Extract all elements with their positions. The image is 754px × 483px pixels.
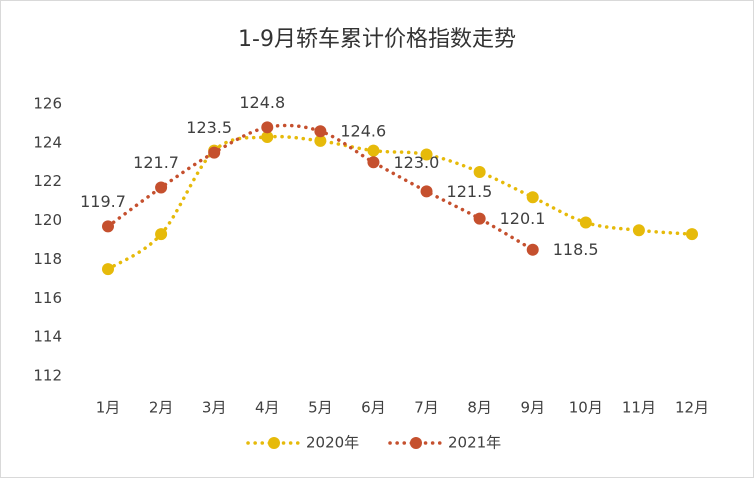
data-point [261,131,274,144]
y-tick-label: 122 [33,172,62,190]
y-tick-label: 114 [33,328,62,346]
data-point [420,148,433,161]
y-tick-label: 126 [33,95,62,113]
data-label: 124.6 [340,122,386,141]
data-label: 118.5 [553,240,599,259]
y-tick-label: 112 [33,367,62,385]
x-tick-label: 4月 [255,399,280,417]
data-label: 123.0 [393,153,439,172]
y-tick-label: 120 [33,211,62,229]
data-point [579,216,592,229]
data-point [367,156,380,169]
data-point [473,212,486,225]
data-point [420,185,433,198]
x-tick-label: 10月 [569,399,603,417]
data-point [314,134,327,147]
data-point [208,146,221,159]
x-tick-label: 3月 [202,399,227,417]
data-point [526,243,539,256]
y-tick-label: 124 [33,133,62,151]
x-tick-label: 2月 [149,399,174,417]
data-point [526,191,539,204]
data-point [686,228,698,241]
chart-title: 1-9月轿车累计价格指数走势 [238,27,516,52]
data-point [632,224,645,237]
data-point [367,144,380,157]
data-label: 123.5 [186,118,232,137]
data-point [473,166,486,178]
data-label: 124.8 [239,93,285,112]
x-tick-label: 8月 [467,399,492,417]
legend-label: 2021年 [448,434,501,452]
legend-swatch-marker [410,437,422,449]
x-tick-label: 6月 [361,399,386,417]
data-point [155,228,168,241]
data-label: 119.7 [80,192,126,211]
x-tick-label: 5月 [308,399,333,417]
data-label: 121.7 [133,153,179,172]
data-point [314,125,327,138]
x-tick-label: 7月 [414,399,439,417]
y-tick-label: 118 [33,250,62,268]
data-point [102,263,114,276]
x-tick-label: 12月 [675,399,709,417]
x-tick-label: 9月 [520,399,545,417]
data-point [102,220,114,233]
y-tick-label: 116 [33,289,62,307]
data-point [261,121,274,134]
legend-swatch-marker [268,437,280,449]
legend-label: 2020年 [306,434,359,452]
data-label: 120.1 [500,209,546,228]
x-tick-label: 1月 [96,399,121,417]
x-tick-label: 11月 [622,399,656,417]
data-point [155,181,168,194]
data-label: 121.5 [447,182,493,201]
